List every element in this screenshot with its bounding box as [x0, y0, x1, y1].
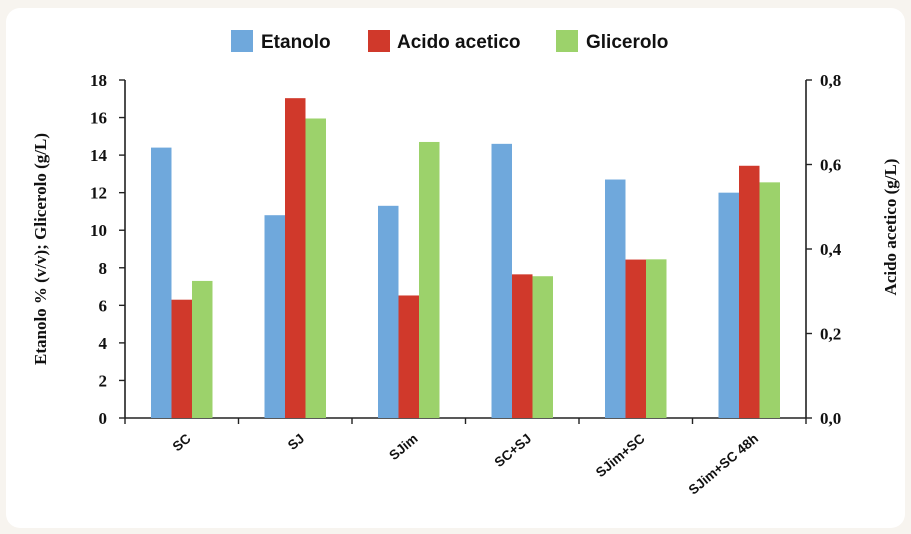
right-tick-label: 0,2 [820, 325, 841, 344]
bar-etanolo [151, 147, 172, 418]
left-tick-label: 8 [99, 259, 108, 278]
left-tick-label: 18 [90, 71, 107, 90]
legend-swatch-glicerolo [556, 30, 578, 52]
bar-glicerolo [419, 141, 440, 418]
bar-etanolo [264, 215, 285, 418]
legend-label-acido-acetico: Acido acetico [397, 32, 521, 53]
right-tick-label: 0,8 [820, 71, 841, 90]
left-tick-label: 2 [99, 371, 108, 390]
bar-glicerolo [759, 182, 780, 418]
bar-etanolo [718, 192, 739, 418]
category-label: SC [170, 431, 194, 455]
right-tick-label: 0,4 [820, 240, 842, 259]
right-tick-label: 0,6 [820, 156, 841, 175]
right-tick-label: 0,0 [820, 409, 841, 428]
category-label: SC+SJ [491, 431, 534, 470]
left-tick-label: 6 [99, 296, 108, 315]
legend-label-glicerolo: Glicerolo [586, 32, 668, 53]
right-axis-title: Acido acetico (g/L) [881, 159, 900, 296]
left-tick-label: 4 [99, 334, 108, 353]
category-label: SJim+SC 48h [686, 431, 761, 498]
legend-label-etanolo: Etanolo [261, 32, 331, 53]
left-tick-label: 10 [90, 221, 107, 240]
bar-etanolo [605, 179, 626, 418]
bar-glicerolo [192, 280, 213, 418]
bar-glicerolo [532, 276, 553, 418]
left-tick-label: 12 [90, 184, 107, 203]
left-axis-title: Etanolo % (v/v); Glicerolo (g/L) [31, 133, 50, 365]
category-label: SJim+SC [593, 431, 648, 481]
bar-acido-acetico [398, 295, 419, 418]
bar-glicerolo [646, 259, 667, 418]
category-label: SJ [285, 431, 307, 453]
legend-swatch-acido-acetico [368, 30, 390, 52]
bar-acido-acetico [285, 98, 306, 418]
bar-acido-acetico [739, 165, 760, 418]
left-tick-label: 14 [90, 146, 108, 165]
bar-etanolo [378, 205, 399, 418]
bar-acido-acetico [512, 274, 533, 418]
bar-acido-acetico [171, 299, 192, 418]
left-tick-label: 0 [99, 409, 108, 428]
left-tick-label: 16 [90, 109, 107, 128]
bar-etanolo [491, 143, 512, 418]
legend-swatch-etanolo [231, 30, 253, 52]
bar-glicerolo [305, 118, 326, 418]
category-label: SJim [386, 431, 420, 463]
bar-acido-acetico [625, 259, 646, 418]
